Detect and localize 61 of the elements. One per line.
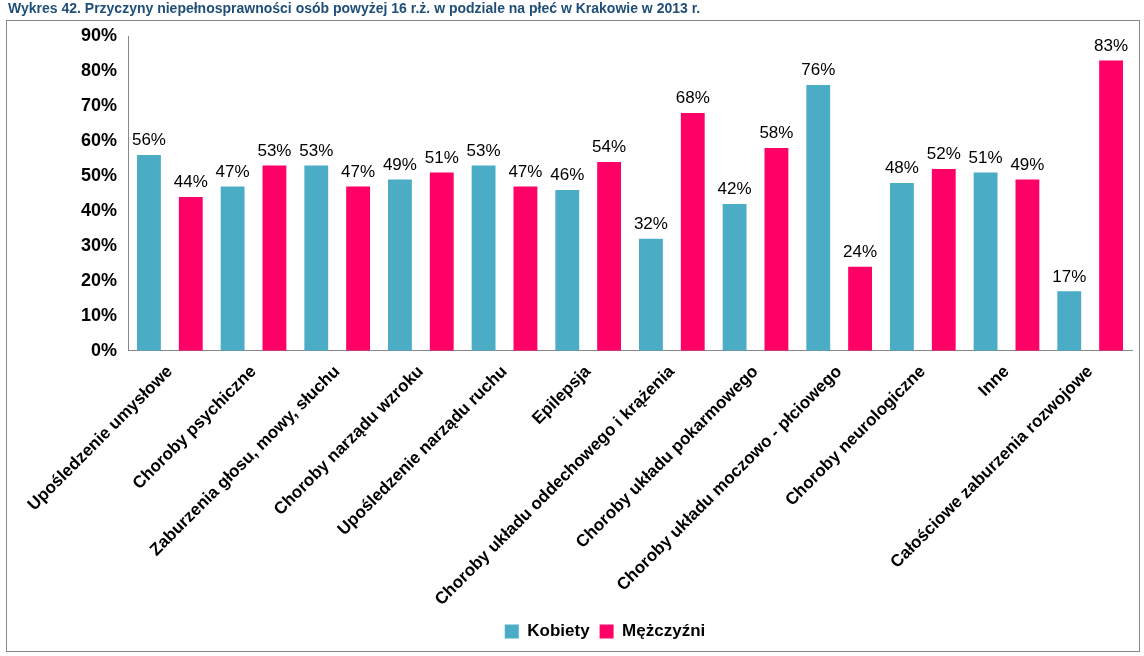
bar [1015,179,1040,351]
y-tick-label: 0% [91,339,118,360]
data-label: 48% [884,158,919,178]
data-label: 51% [968,147,1003,167]
data-label: 51% [424,147,459,167]
legend-label: Kobiety [527,621,591,641]
data-label: 17% [1052,266,1087,286]
bar [137,154,161,351]
legend-label: Mężczyźni [622,621,706,641]
data-label: 49% [1010,154,1045,174]
y-tick-label: 90% [81,24,118,45]
y-tick-label: 60% [81,129,118,150]
y-tick-label: 80% [81,59,118,80]
bar [178,196,203,351]
data-label: 32% [633,214,668,234]
data-label: 24% [843,242,878,262]
y-tick-label: 20% [81,269,118,290]
data-label: 76% [801,60,836,80]
bar [388,179,412,351]
bar [680,112,705,351]
data-label: 47% [341,161,376,181]
data-label: 56% [131,130,166,150]
data-label: 46% [550,165,585,185]
chart-title: Wykres 42. Przyczyny niepełnosprawności osób powyżej 16 r.ż. w podziale na płeć w Krakowie w 2013 r. [8,0,702,16]
bar [555,189,580,351]
y-tick-label: 70% [81,94,118,115]
data-label: 47% [215,161,250,181]
bar [890,182,914,351]
bar [1057,291,1082,351]
data-label: 42% [717,179,752,199]
y-tick-label: 10% [81,304,118,325]
bar [346,186,371,351]
bar [1099,60,1124,351]
y-tick-label: 30% [81,234,118,255]
bar [304,165,329,351]
data-label: 49% [382,154,417,174]
bar [429,172,454,351]
data-label: 83% [1094,35,1129,55]
bar [722,203,747,351]
bar [764,147,789,351]
bar [639,238,663,351]
data-label: 54% [592,137,627,157]
y-tick-label: 50% [81,164,118,185]
bar [220,186,245,351]
data-label: 53% [466,140,501,160]
data-label: 53% [257,140,292,160]
bar [262,165,287,351]
data-label: 68% [675,88,710,108]
data-label: 53% [299,140,334,160]
data-label: 44% [173,172,208,192]
data-label: 58% [759,123,794,143]
data-label: 47% [508,161,543,181]
y-tick-label: 40% [81,199,118,220]
bar [973,172,998,351]
bar [806,84,831,351]
bar [597,161,622,351]
bar [848,266,873,351]
bar [513,186,538,351]
bar [931,168,956,351]
bar [471,165,496,351]
data-label: 52% [926,144,961,164]
